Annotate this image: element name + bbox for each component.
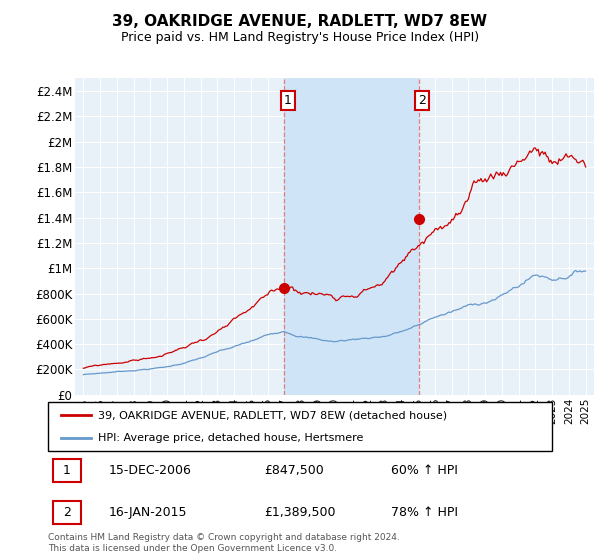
Text: HPI: Average price, detached house, Hertsmere: HPI: Average price, detached house, Hert… [98,433,364,444]
Text: Contains HM Land Registry data © Crown copyright and database right 2024.
This d: Contains HM Land Registry data © Crown c… [48,533,400,553]
Text: 2: 2 [418,94,426,107]
Text: £1,389,500: £1,389,500 [265,506,336,519]
Text: 39, OAKRIDGE AVENUE, RADLETT, WD7 8EW: 39, OAKRIDGE AVENUE, RADLETT, WD7 8EW [112,14,488,29]
Text: 16-JAN-2015: 16-JAN-2015 [109,506,187,519]
Bar [53,501,81,524]
Text: 2: 2 [63,506,71,519]
Text: £847,500: £847,500 [265,464,325,477]
Bar [284,78,419,395]
Text: 78% ↑ HPI: 78% ↑ HPI [391,506,458,519]
Text: 60% ↑ HPI: 60% ↑ HPI [391,464,458,477]
Text: 15-DEC-2006: 15-DEC-2006 [109,464,191,477]
Text: Price paid vs. HM Land Registry's House Price Index (HPI): Price paid vs. HM Land Registry's House … [121,31,479,44]
Text: 1: 1 [284,94,292,107]
Bar [53,459,81,482]
Text: 39, OAKRIDGE AVENUE, RADLETT, WD7 8EW (detached house): 39, OAKRIDGE AVENUE, RADLETT, WD7 8EW (d… [98,410,448,421]
Text: 1: 1 [63,464,71,477]
